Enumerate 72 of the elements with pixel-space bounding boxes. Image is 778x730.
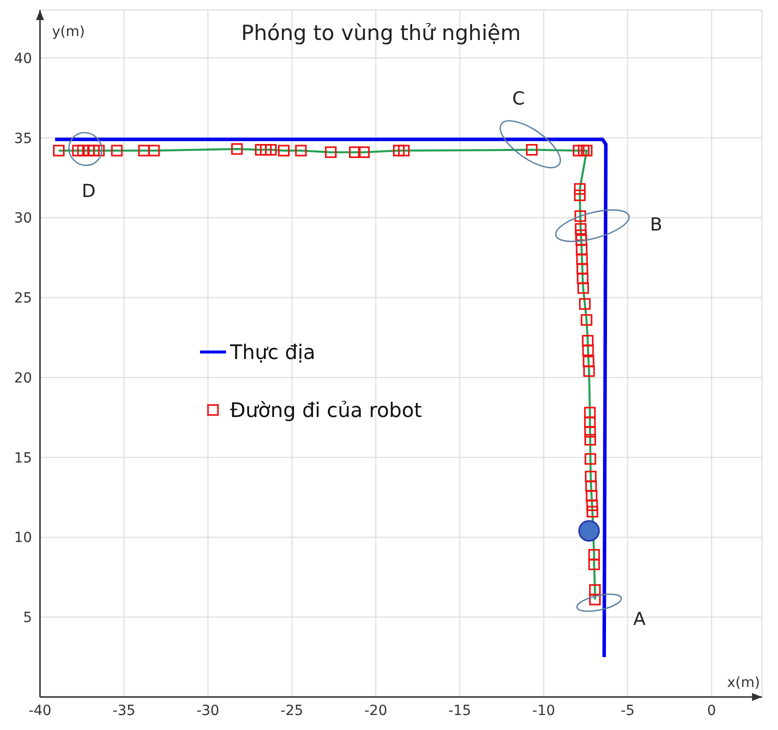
x-tick-label: -20 [364,702,388,719]
y-tick-label: 30 [14,210,32,227]
legend-label: Thực địa [230,340,316,364]
point [584,434,596,446]
y-axis-title: y(m) [52,24,85,40]
point [574,190,586,202]
point [576,253,588,266]
x-tick-label: -35 [112,702,136,719]
point [578,144,590,156]
point [574,210,586,222]
point [325,146,337,158]
point [398,144,410,156]
point [576,272,588,284]
point [574,183,586,195]
point [584,453,596,465]
x-tick-label: -25 [280,702,304,719]
legend-label: Đường đi của robot [230,398,422,422]
y-tick-label: 5 [23,610,32,626]
point [583,365,595,377]
text: Phóng to vùng thử nghiệm [241,21,521,45]
point [93,144,105,156]
x-tick-label: -30 [196,702,220,719]
point [349,146,361,158]
point [584,426,596,438]
x-tick-label: -10 [532,702,556,719]
x-tick-label: -40 [28,702,52,719]
point [278,144,290,156]
point [111,144,123,156]
point [88,144,100,156]
y-tick-label: 15 [14,450,32,466]
point [72,144,84,156]
y-tick-label: 20 [14,370,32,386]
point [584,470,597,482]
y-tick-label: 10 [14,530,32,546]
point [586,490,598,502]
point [582,334,594,347]
annotation: C [512,88,525,110]
point [575,229,587,242]
point [572,144,584,156]
point [526,144,538,156]
point [586,499,598,512]
y-tick-label: 25 [14,290,32,307]
point [586,506,598,518]
point [580,314,592,326]
x-tick-label: 0 [707,702,716,719]
point [574,223,586,235]
point [580,144,593,156]
point [579,298,591,310]
annotation: A [633,609,646,630]
point [589,584,601,596]
point [295,144,307,156]
point [358,146,370,158]
point [231,143,243,155]
x-tick-label: -5 [620,702,635,719]
point [588,558,600,570]
annotation: D [82,181,96,202]
point [53,144,65,156]
point [584,406,596,418]
annotation: B [650,214,662,236]
x-axis-title: x(m) [727,675,760,691]
x-tick-label: -15 [448,702,472,719]
point [584,416,596,428]
point [393,144,405,156]
point [578,520,600,542]
point [577,282,589,294]
point [138,144,150,156]
y-tick-label: 35 [14,130,32,147]
point [148,144,160,156]
point [582,344,594,356]
y-tick-label: 40 [14,50,32,67]
point [582,356,594,368]
point [588,549,600,561]
